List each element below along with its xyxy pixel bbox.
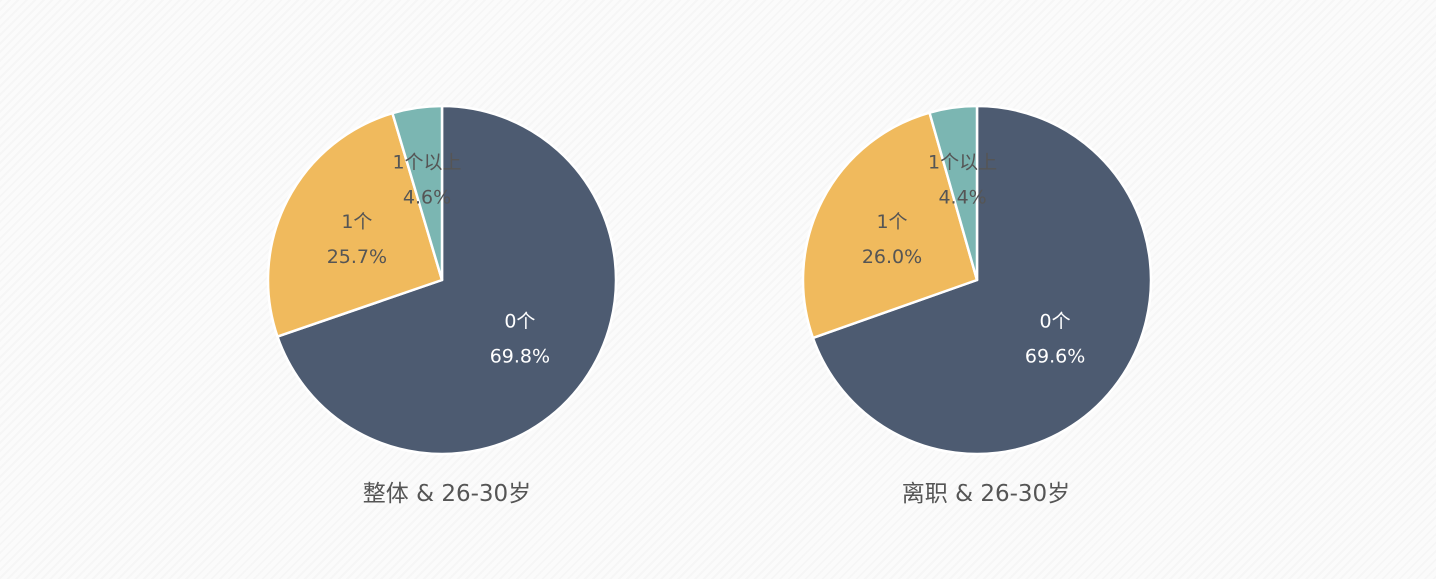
slice-category-label: 0个 xyxy=(504,311,535,333)
slice-value-label: 4.4% xyxy=(938,187,986,209)
slice-category-label: 1个以上 xyxy=(392,152,461,174)
pie-slice-1 xyxy=(266,111,444,338)
slice-category-label: 1个 xyxy=(341,211,372,233)
pie-chart-overall: 0个 69.8% 1个 25.7% 1个以上 4.6% xyxy=(266,104,618,456)
slice-value-label: 26.0% xyxy=(862,246,922,268)
slice-value-label: 69.8% xyxy=(490,346,550,368)
slice-category-label: 1个 xyxy=(876,211,907,233)
pie-slice-0 xyxy=(276,104,618,456)
pie-slice-2 xyxy=(391,104,444,282)
slice-value-label: 69.6% xyxy=(1025,345,1085,367)
pie-slice-1 xyxy=(801,111,979,340)
slice-category-label: 0个 xyxy=(1040,310,1071,332)
chart-title-overall: 整体 & 26-30岁 xyxy=(363,481,531,507)
pie-chart-resigned: 0个 69.6% 1个 26.0% 1个以上 4.4% xyxy=(801,104,1153,456)
pie-slice-0 xyxy=(811,104,1153,456)
chart-title-resigned: 离职 & 26-30岁 xyxy=(902,481,1070,507)
slice-value-label: 4.6% xyxy=(403,187,451,209)
slice-category-label: 1个以上 xyxy=(928,152,997,174)
slice-value-label: 25.7% xyxy=(327,246,387,268)
pie-slice-2 xyxy=(928,104,979,282)
